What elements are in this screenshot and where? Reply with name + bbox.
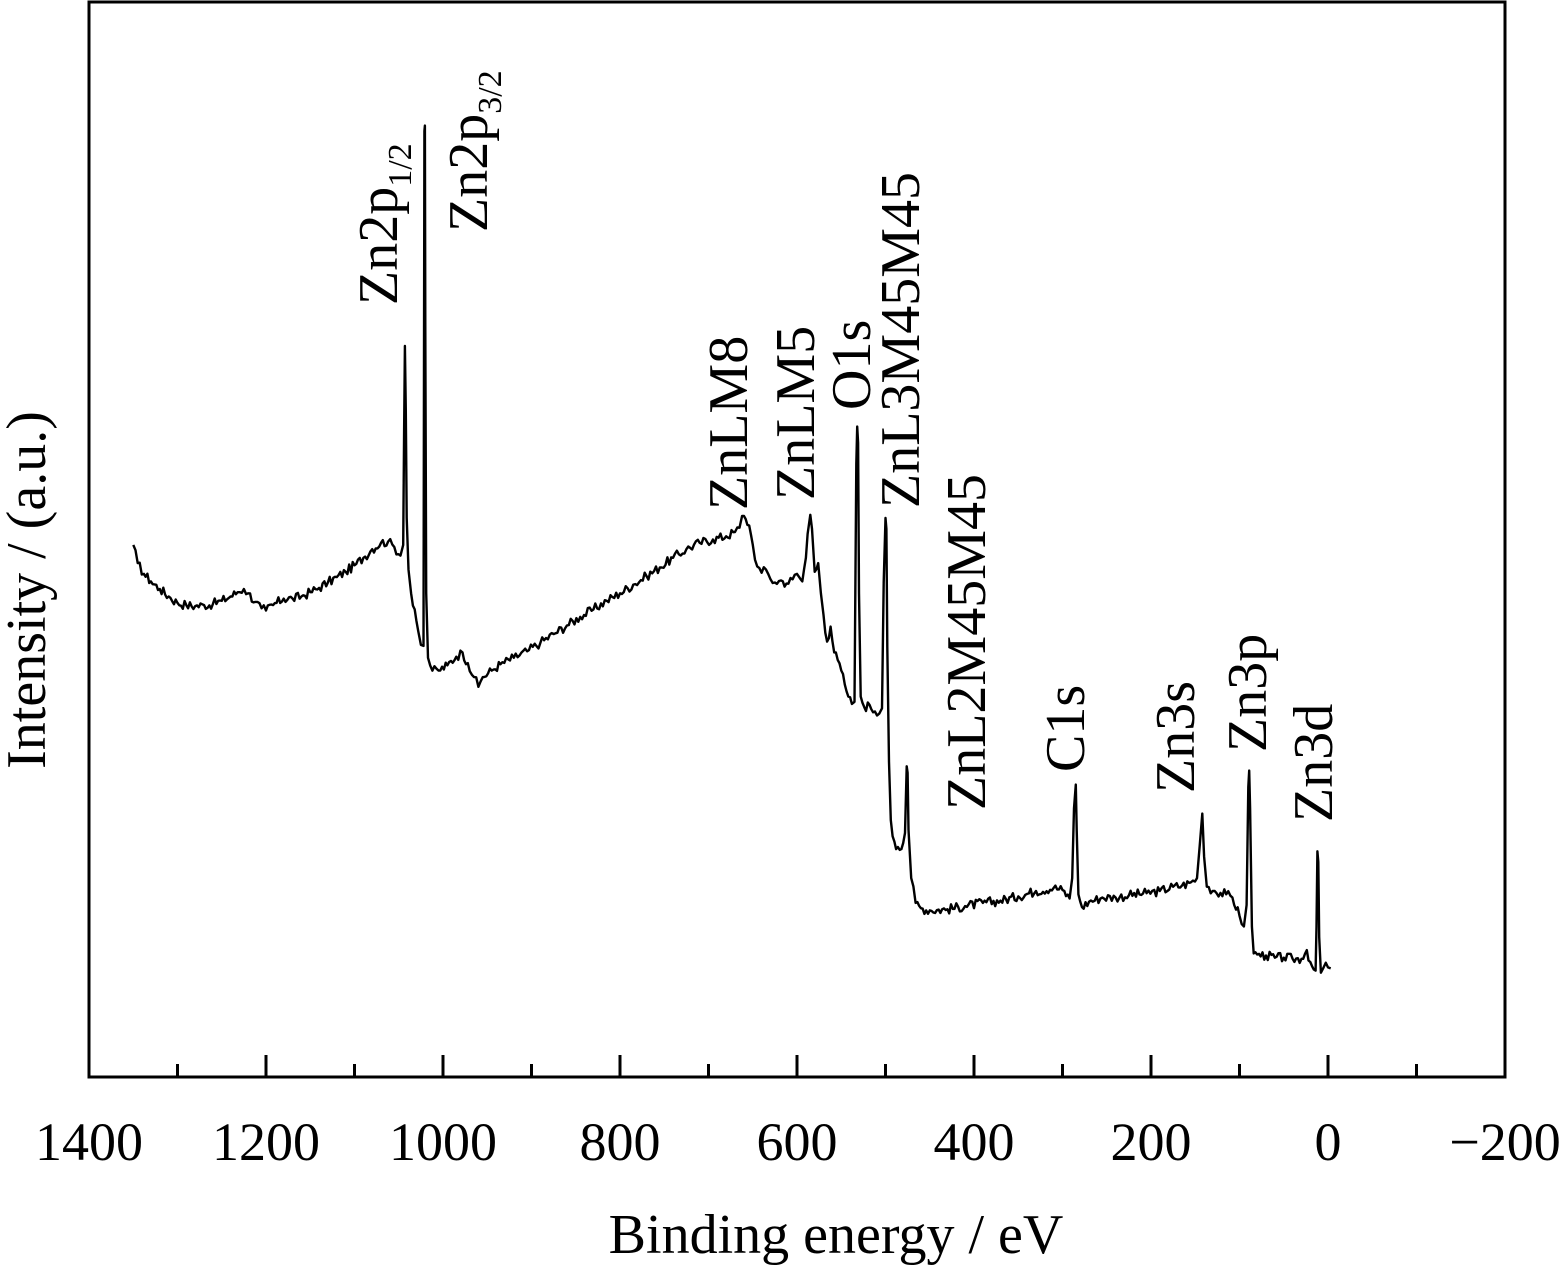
x-tick-label: 1400: [35, 1112, 143, 1172]
peak-label-zn2p-3-2: Zn2p3/2: [438, 70, 509, 232]
peak-label-znlm5: ZnLM5: [765, 326, 827, 500]
x-tick-label: 0: [1315, 1112, 1342, 1172]
peak-label-znlm8: ZnLM8: [698, 336, 760, 510]
peak-label-o1s: O1s: [821, 320, 883, 410]
x-tick-label: 200: [1111, 1112, 1192, 1172]
x-tick-label: 1000: [389, 1112, 497, 1172]
x-tick-label: 600: [757, 1112, 838, 1172]
peak-label-zn2p-1-2: Zn2p1/2: [348, 143, 419, 305]
plot-frame: [87, 0, 1507, 1079]
x-axis-ticks: 1400 1200 1000 800 600 400 200 0 −200: [35, 1055, 1561, 1172]
x-axis-label: Binding energy / eV: [609, 1204, 1064, 1266]
plot-area: [87, 0, 1507, 1079]
x-tick-label: 800: [580, 1112, 661, 1172]
spectrum-line: [132, 124, 1332, 974]
peak-label-zn3s: Zn3s: [1145, 681, 1207, 793]
peak-annotations: Zn2p1/2 Zn2p3/2 ZnLM8 ZnLM5O1sZnL3M45M45ZnL…: [348, 70, 1345, 822]
x-tick-label: 1200: [212, 1112, 320, 1172]
peak-label-zn3p: Zn3p: [1217, 634, 1279, 752]
x-tick-label: −200: [1449, 1112, 1560, 1172]
peak-label-c1s: C1s: [1035, 685, 1097, 772]
peak-label-zn3d: Zn3d: [1283, 704, 1345, 822]
x-tick-label: 400: [934, 1112, 1015, 1172]
y-axis-label: Intensity / (a.u.): [0, 411, 58, 769]
peak-label-znl3m45m45: ZnL3M45M45: [870, 172, 932, 508]
spectrum-group: [132, 124, 1332, 974]
peak-label-znl2m45m45: ZnL2M45M45: [936, 474, 998, 810]
